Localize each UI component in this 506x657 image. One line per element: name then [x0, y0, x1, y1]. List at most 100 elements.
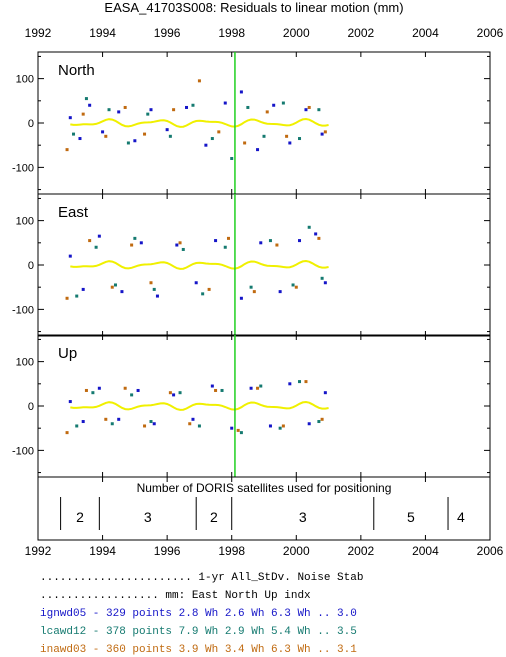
data-point [304, 108, 308, 112]
data-point [291, 283, 295, 287]
data-point [268, 424, 272, 428]
data-point [168, 134, 172, 138]
data-point [117, 417, 121, 421]
data-point [323, 391, 327, 395]
data-point [210, 384, 214, 388]
data-point [259, 241, 263, 245]
top-tick-label-2002: 2002 [348, 26, 375, 40]
y-tick-label: -100 [12, 162, 34, 174]
stats-header-2: .................. mm: East North Up ind… [40, 590, 311, 602]
data-point [278, 290, 282, 294]
data-point [281, 101, 285, 105]
panel-label: North [58, 62, 95, 79]
data-point [317, 236, 321, 240]
data-point [191, 103, 195, 107]
data-point [107, 108, 111, 112]
data-point [152, 287, 156, 291]
data-point [197, 424, 201, 428]
top-tick-label-1992: 1992 [25, 26, 52, 40]
data-point [236, 428, 240, 432]
data-point [110, 422, 114, 426]
data-point [207, 287, 211, 291]
y-tick-label: 100 [16, 74, 34, 86]
stats-row-1: lcawd12 - 378 points 7.9 Wh 2.9 Wh 5.4 W… [40, 626, 357, 638]
data-point [178, 391, 182, 395]
y-tick-label: -100 [12, 304, 34, 316]
top-tick-label-1996: 1996 [154, 26, 181, 40]
data-point [75, 424, 79, 428]
data-point [262, 134, 266, 138]
panel-up: 100 0 -100 Up [12, 334, 491, 478]
stats-header-1: ....................... 1-yr All_StDv. N… [40, 572, 363, 584]
data-point [256, 148, 260, 152]
data-point [65, 296, 69, 300]
data-point [249, 386, 253, 390]
data-point [294, 285, 298, 289]
bottom-tick-label-1996: 1996 [154, 544, 181, 558]
data-point [220, 388, 224, 392]
data-point [185, 105, 189, 109]
data-point [149, 108, 153, 112]
sat-count: 2 [210, 509, 218, 525]
data-point [136, 388, 140, 392]
data-point [113, 283, 117, 287]
data-point [149, 420, 153, 424]
data-point [168, 391, 172, 395]
data-point [298, 137, 302, 141]
data-point [239, 431, 243, 435]
y-tick-label: 0 [28, 401, 34, 413]
data-point [133, 236, 137, 240]
data-point [214, 239, 218, 243]
data-point [285, 134, 289, 138]
sat-count: 2 [76, 509, 84, 525]
data-point [65, 431, 69, 435]
data-point [214, 388, 218, 392]
y-tick-label: 100 [16, 216, 34, 228]
mean-curve [70, 117, 329, 128]
top-tick-label-2000: 2000 [283, 26, 310, 40]
data-point [239, 296, 243, 300]
data-point [181, 247, 185, 251]
y-tick-label: -100 [12, 445, 34, 457]
data-point [117, 110, 121, 114]
data-point [88, 103, 92, 107]
data-point [323, 281, 327, 285]
data-point [68, 116, 72, 120]
data-point [201, 292, 205, 296]
data-point [68, 254, 72, 258]
data-point [81, 420, 85, 424]
bottom-tick-label-2000: 2000 [283, 544, 310, 558]
data-point [275, 243, 279, 247]
data-point [288, 141, 292, 145]
data-point [249, 285, 253, 289]
data-point [101, 130, 105, 134]
data-point [152, 422, 156, 426]
data-point [188, 422, 192, 426]
mean-curve [70, 259, 329, 270]
stats-row-2: inawd03 - 360 points 3.9 Wh 3.4 Wh 6.3 W… [40, 644, 357, 656]
data-point [252, 290, 256, 294]
data-point [268, 239, 272, 243]
data-point [143, 424, 147, 428]
data-point [81, 287, 85, 291]
data-point [155, 294, 159, 298]
stats-row-0: ignwd05 - 329 points 2.8 Wh 2.6 Wh 6.3 W… [40, 608, 357, 620]
data-point [146, 112, 150, 116]
data-point [230, 426, 234, 430]
data-point [307, 225, 311, 229]
data-point [130, 393, 134, 397]
y-tick-label: 0 [28, 118, 34, 130]
data-point [298, 380, 302, 384]
data-point [123, 386, 127, 390]
bottom-tick-label-2002: 2002 [348, 544, 375, 558]
data-point [172, 393, 176, 397]
data-point [320, 417, 324, 421]
data-point [223, 101, 227, 105]
data-point [120, 290, 124, 294]
data-point [143, 132, 147, 136]
panel-label: East [58, 204, 89, 221]
top-tick-label-2006: 2006 [477, 26, 504, 40]
data-point [123, 105, 127, 109]
data-point [194, 281, 198, 285]
